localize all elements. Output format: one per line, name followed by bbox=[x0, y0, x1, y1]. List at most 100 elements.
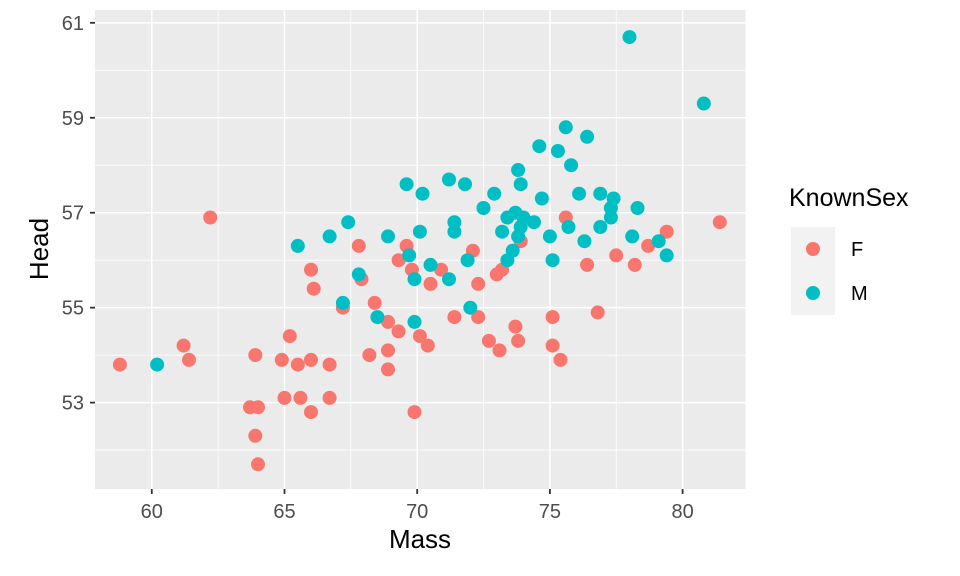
data-point-M bbox=[580, 129, 595, 144]
data-point-M bbox=[463, 300, 478, 315]
x-tick-label: 65 bbox=[273, 501, 295, 523]
data-point-M bbox=[545, 253, 560, 268]
data-point-F bbox=[609, 248, 624, 263]
data-point-F bbox=[306, 281, 321, 296]
data-point-F bbox=[290, 357, 305, 372]
data-point-F bbox=[251, 400, 265, 415]
data-point-M bbox=[577, 234, 592, 249]
data-point-M bbox=[423, 257, 438, 272]
data-point-F bbox=[304, 405, 318, 420]
x-axis-title: Mass bbox=[389, 524, 451, 554]
data-point-F bbox=[545, 338, 560, 353]
data-point-M bbox=[651, 234, 666, 249]
data-point-F bbox=[203, 210, 218, 225]
data-point-M bbox=[476, 201, 491, 215]
data-point-F bbox=[182, 352, 196, 367]
data-point-F bbox=[659, 224, 674, 239]
y-tick-label: 57 bbox=[62, 203, 84, 225]
data-point-F bbox=[277, 390, 292, 405]
data-point-M bbox=[458, 177, 472, 192]
x-tick-label: 75 bbox=[539, 501, 561, 523]
x-tick-label: 80 bbox=[671, 501, 693, 523]
data-point-M bbox=[511, 163, 526, 177]
data-point-M bbox=[603, 210, 618, 225]
legend-label-M: M bbox=[851, 283, 868, 305]
x-axis-tick-labels: 60 65 70 75 80 bbox=[141, 501, 694, 523]
data-point-F bbox=[712, 215, 727, 230]
data-point-M bbox=[659, 248, 674, 263]
data-point-F bbox=[412, 329, 427, 344]
data-point-F bbox=[381, 314, 395, 329]
legend-label-F: F bbox=[851, 239, 863, 261]
data-point-M bbox=[495, 224, 510, 239]
data-point-M bbox=[442, 272, 456, 287]
data-point-F bbox=[420, 338, 435, 353]
data-point-F bbox=[282, 329, 297, 344]
data-point-M bbox=[415, 186, 430, 201]
data-point-F bbox=[471, 310, 486, 325]
data-point-F bbox=[508, 319, 523, 334]
x-tick-label: 70 bbox=[406, 501, 428, 523]
data-point-M bbox=[513, 177, 528, 192]
data-point-F bbox=[293, 390, 308, 405]
data-point-F bbox=[248, 428, 263, 443]
data-point-F bbox=[381, 343, 395, 358]
y-axis-tick-labels: 53 55 57 59 61 bbox=[62, 13, 84, 415]
data-point-M bbox=[534, 191, 549, 206]
data-point-F bbox=[274, 352, 289, 367]
data-point-M bbox=[550, 144, 565, 158]
data-point-M bbox=[561, 220, 576, 234]
data-point-M bbox=[442, 172, 456, 187]
data-point-F bbox=[304, 262, 318, 277]
data-point-F bbox=[391, 324, 406, 339]
data-point-M bbox=[564, 158, 579, 173]
legend-point-F-icon bbox=[806, 242, 820, 256]
legend-title: KnownSex bbox=[789, 184, 909, 212]
data-point-M bbox=[447, 224, 462, 239]
data-point-M bbox=[622, 30, 637, 45]
y-tick-label: 55 bbox=[62, 298, 84, 320]
data-point-M bbox=[460, 253, 475, 268]
data-point-F bbox=[176, 338, 191, 353]
data-point-M bbox=[341, 215, 356, 230]
axis-tick-marks bbox=[90, 21, 684, 494]
data-point-F bbox=[322, 357, 337, 372]
y-tick-label: 59 bbox=[62, 108, 84, 130]
data-point-F bbox=[423, 276, 438, 291]
data-point-F bbox=[447, 310, 462, 325]
data-point-F bbox=[553, 352, 568, 367]
data-point-F bbox=[381, 362, 395, 377]
data-point-M bbox=[399, 177, 414, 192]
data-point-F bbox=[511, 333, 526, 348]
data-point-M bbox=[532, 139, 547, 154]
data-point-F bbox=[545, 310, 560, 325]
y-axis-title: Head bbox=[24, 218, 54, 280]
data-point-M bbox=[402, 248, 417, 263]
data-point-M bbox=[527, 215, 541, 230]
data-point-F bbox=[481, 333, 496, 348]
data-point-M bbox=[511, 229, 526, 244]
data-point-M bbox=[696, 96, 711, 111]
data-point-F bbox=[627, 257, 642, 272]
data-point-M bbox=[150, 357, 165, 372]
data-point-M bbox=[351, 267, 366, 282]
data-point-F bbox=[112, 357, 127, 372]
data-point-F bbox=[304, 352, 318, 367]
data-point-M bbox=[593, 220, 608, 234]
legend-point-M-icon bbox=[806, 286, 820, 300]
y-tick-label: 61 bbox=[62, 13, 84, 35]
data-point-M bbox=[381, 229, 395, 244]
data-points bbox=[112, 30, 727, 472]
data-point-M bbox=[558, 120, 573, 135]
data-point-M bbox=[625, 229, 640, 244]
y-tick-label: 53 bbox=[62, 393, 84, 415]
data-point-M bbox=[322, 229, 337, 244]
legend: KnownSex F M bbox=[789, 184, 909, 315]
data-point-F bbox=[471, 276, 486, 291]
data-point-M bbox=[290, 238, 305, 253]
data-point-F bbox=[407, 405, 422, 420]
data-point-F bbox=[362, 348, 377, 363]
data-point-F bbox=[434, 262, 449, 277]
data-point-M bbox=[542, 229, 557, 244]
data-point-F bbox=[492, 343, 507, 358]
